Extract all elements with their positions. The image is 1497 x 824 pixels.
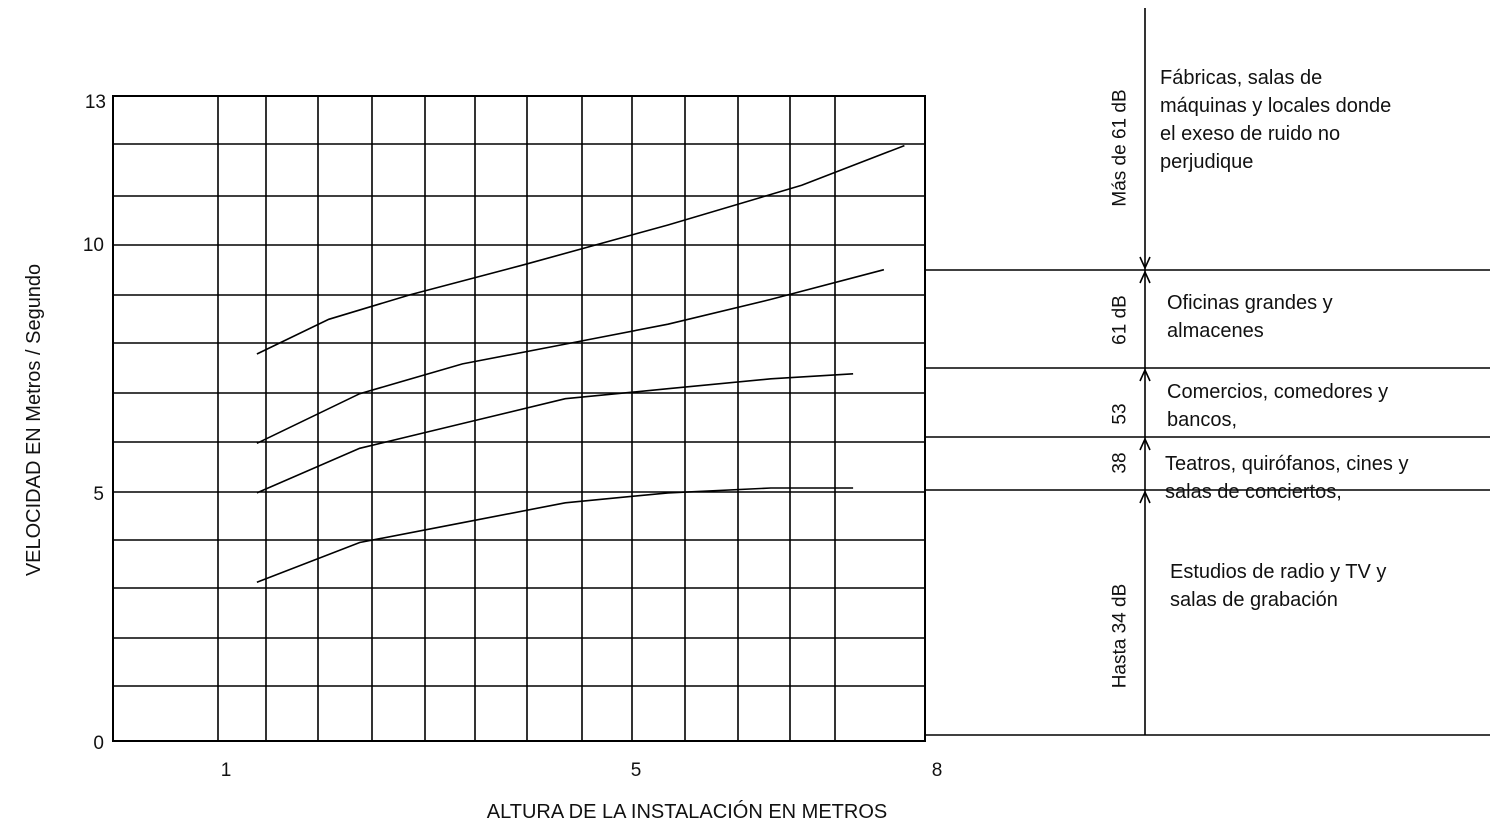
arrow-up-icon — [1139, 490, 1151, 504]
y-tick-label-0: 0 — [93, 733, 104, 754]
grid — [112, 95, 926, 742]
band-db-label-2: 61 dB — [1110, 295, 1131, 345]
x-tick-labels: 1 5 8 — [221, 760, 943, 781]
band-description-line: el exeso de ruido no — [1160, 123, 1340, 145]
band-description-line: salas de conciertos, — [1165, 481, 1342, 503]
series-line-1 — [256, 144, 905, 355]
band-db-label-3: 53 — [1110, 403, 1131, 424]
series-layer — [256, 144, 905, 583]
y-tick-label-10: 10 — [83, 235, 104, 256]
y-tick-label-13: 13 — [85, 92, 106, 113]
arrow-up-icon — [1139, 437, 1151, 451]
y-axis-title: VELOCIDAD EN Metros / Segundo — [23, 264, 45, 576]
y-tick-label-5: 5 — [93, 484, 104, 505]
band-description-line: Teatros, quirófanos, cines y — [1165, 453, 1408, 475]
series-line-4 — [256, 487, 854, 583]
band-description-line: Estudios de radio y TV y — [1170, 561, 1386, 583]
x-tick-label-1: 1 — [221, 760, 232, 781]
arrow-up-icon — [1139, 270, 1151, 284]
y-tick-labels: 0 5 10 13 — [83, 92, 106, 754]
band-description-line: perjudique — [1160, 151, 1253, 173]
band-description-line: máquinas y locales donde — [1160, 95, 1391, 117]
series-line-3 — [256, 373, 854, 494]
arrow-down-icon — [1139, 256, 1151, 270]
band-description-line: salas de grabación — [1170, 589, 1338, 611]
arrow-up-icon — [1139, 368, 1151, 382]
noise-bands: Más de 61 dB Fábricas, salas de máquinas y… — [925, 8, 1490, 736]
band-description-line: Comercios, comedores y — [1167, 381, 1388, 403]
plot-frame — [112, 95, 926, 742]
x-axis-title: ALTURA DE LA INSTALACIÓN EN METROS — [487, 800, 887, 823]
series-line-2 — [256, 268, 885, 445]
band-description-line: Fábricas, salas de — [1160, 67, 1322, 89]
x-tick-label-5: 5 — [631, 760, 642, 781]
band-description-line: Oficinas grandes y — [1167, 292, 1333, 314]
band-description-line: almacenes — [1167, 320, 1264, 342]
band-db-label-4: 38 — [1110, 452, 1131, 473]
band-description-line: bancos, — [1167, 409, 1237, 431]
band-db-label-5: Hasta 34 dB — [1110, 584, 1131, 689]
x-tick-label-8: 8 — [932, 760, 943, 781]
band-db-label-1: Más de 61 dB — [1110, 89, 1131, 206]
